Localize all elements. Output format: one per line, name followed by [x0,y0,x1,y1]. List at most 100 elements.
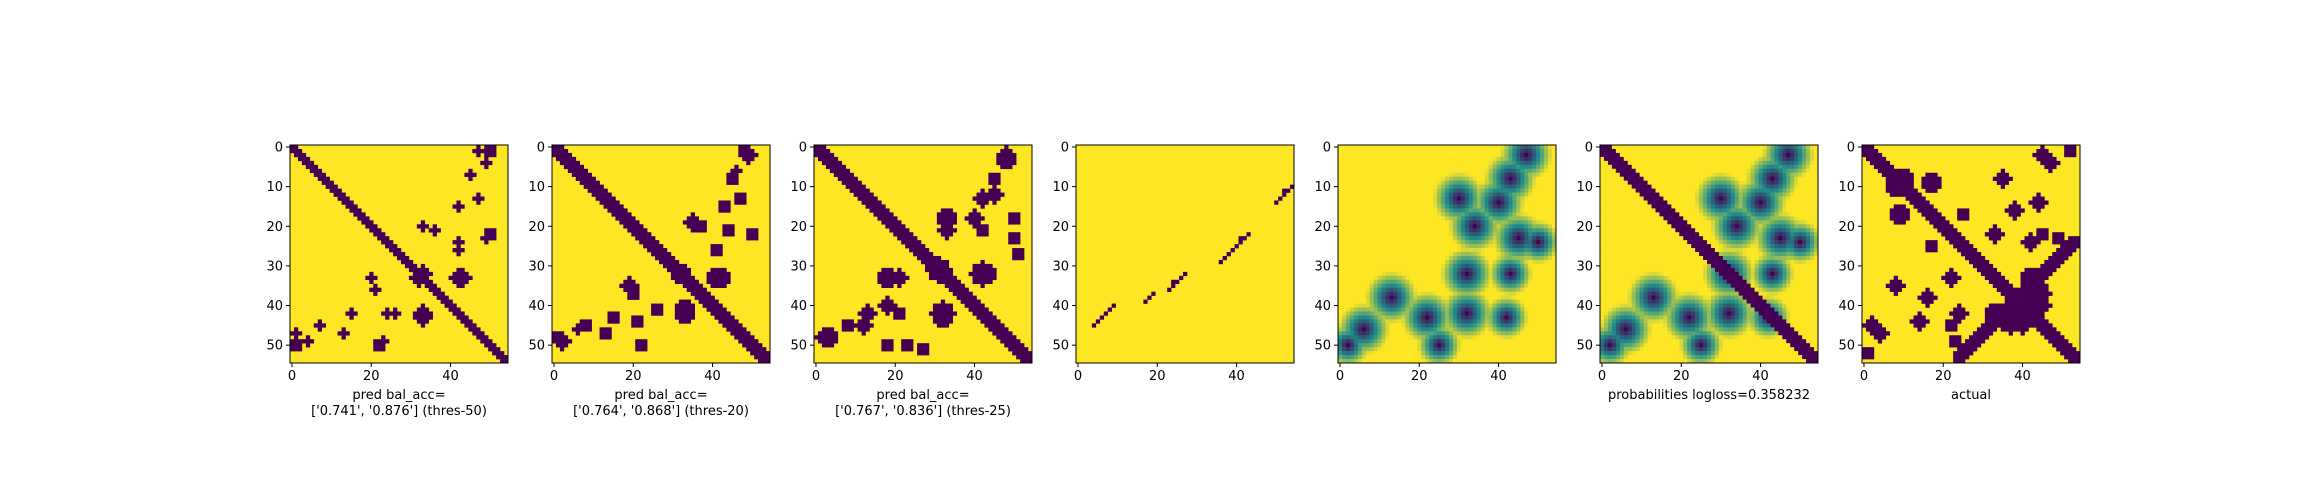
heatmap-cell [1516,319,1521,324]
heatmap-cell [1508,355,1513,360]
heatmap-cell [559,160,565,166]
heatmap-cell [1361,335,1367,340]
heatmap-cell [1464,180,1470,185]
heatmap-cell [738,323,743,328]
heatmap-cell [881,343,886,348]
heatmap-cell [1357,311,1363,316]
heatmap-cell [1488,259,1493,265]
heatmap-cell [1393,295,1398,300]
heatmap-cell [1480,236,1485,241]
heatmap-cell [1445,287,1450,292]
heatmap-cell [1353,355,1359,360]
heatmap-cell [1421,188,1426,193]
heatmap-cell [1405,271,1410,277]
heatmap-cell [726,311,731,316]
heatmap-cell [1369,263,1374,269]
heatmap-cell [1365,303,1371,308]
heatmap-cell [1516,244,1521,249]
heatmap-cell [1484,244,1489,249]
heatmap-cell [670,275,676,281]
heatmap-cell [1528,236,1533,241]
heatmap-cell [1528,331,1533,336]
heatmap-cell [1417,279,1422,285]
heatmap-cell [555,335,561,340]
heatmap-cell [1456,228,1462,233]
heatmap-cell [1472,319,1478,324]
heatmap-cell [944,275,950,281]
heatmap-cell [1504,327,1509,332]
y-tick-label: 20 [1052,220,1069,235]
heatmap-cell [1480,224,1485,229]
heatmap-cell [1389,355,1394,360]
heatmap-cell [861,327,866,332]
heatmap-cell [1417,339,1422,344]
heatmap-cell [599,331,604,336]
heatmap-cell [718,248,723,253]
heatmap-cell [1353,315,1359,320]
heatmap-cell [1369,236,1374,241]
heatmap-cell [1512,204,1517,209]
heatmap-cell [865,188,870,193]
heatmap-cell [385,236,390,241]
heatmap-cell [1385,236,1390,241]
heatmap-cell [643,339,648,344]
heatmap-cell [373,224,378,229]
heatmap-cell [738,148,743,154]
heatmap-cell [1448,216,1454,221]
heatmap-cell [1504,295,1509,300]
heatmap-cell [1385,224,1390,229]
heatmap-cell [928,259,934,265]
heatmap-cell [1441,220,1446,225]
heatmap-cell [1448,347,1454,352]
heatmap-cell [662,248,668,253]
heatmap-cell [647,236,652,241]
heatmap-cell [1008,156,1013,162]
heatmap-cell [317,172,323,178]
heatmap-cell [940,224,946,229]
heatmap-cell [1338,359,1343,364]
heatmap-cell [1421,184,1426,189]
heatmap-cell [1409,240,1414,245]
heatmap-cell [464,275,469,281]
heatmap-cell [1452,196,1458,201]
heatmap-cell [1369,172,1374,178]
heatmap-cell [877,303,882,308]
heatmap-cell [1381,347,1386,352]
heatmap-cell [412,311,418,316]
heatmap-cell [1441,347,1446,352]
heatmap-cell [1373,331,1378,336]
heatmap-cell [420,220,426,225]
heatmap-cell [1484,224,1489,229]
heatmap-cell [1413,160,1418,166]
heatmap-cell [1448,315,1454,320]
heatmap-cell [829,331,835,336]
heatmap-cell [297,152,303,158]
heatmap-cell [321,180,326,185]
heatmap-cell [1413,335,1418,340]
heatmap-cell [1429,200,1434,205]
heatmap-cell [881,307,886,312]
heatmap-cell [345,196,350,201]
y-tick-label: 20 [266,220,283,235]
heatmap-cell [1488,204,1493,209]
heatmap-cell [1425,267,1430,273]
heatmap-cell [1389,307,1394,312]
heatmap-cell [1703,164,1708,170]
heatmap-cell [1722,152,1728,158]
heatmap-cell [1524,271,1529,277]
heatmap-cell [944,224,950,229]
heatmap-cell [897,220,902,225]
heatmap-cell [682,279,688,285]
heatmap-cell [686,287,692,292]
heatmap-cell [1345,200,1351,205]
heatmap-cell [1496,315,1501,320]
heatmap-cell [881,275,886,281]
heatmap-cell [746,152,751,158]
heatmap-cell [869,192,874,197]
heatmap-cell [1389,176,1394,181]
heatmap-cell [988,275,993,281]
heatmap-cell [1381,343,1386,348]
y-tick-label: 40 [1052,299,1069,314]
heatmap-cell [1338,220,1343,225]
heatmap-cell [1361,216,1367,221]
